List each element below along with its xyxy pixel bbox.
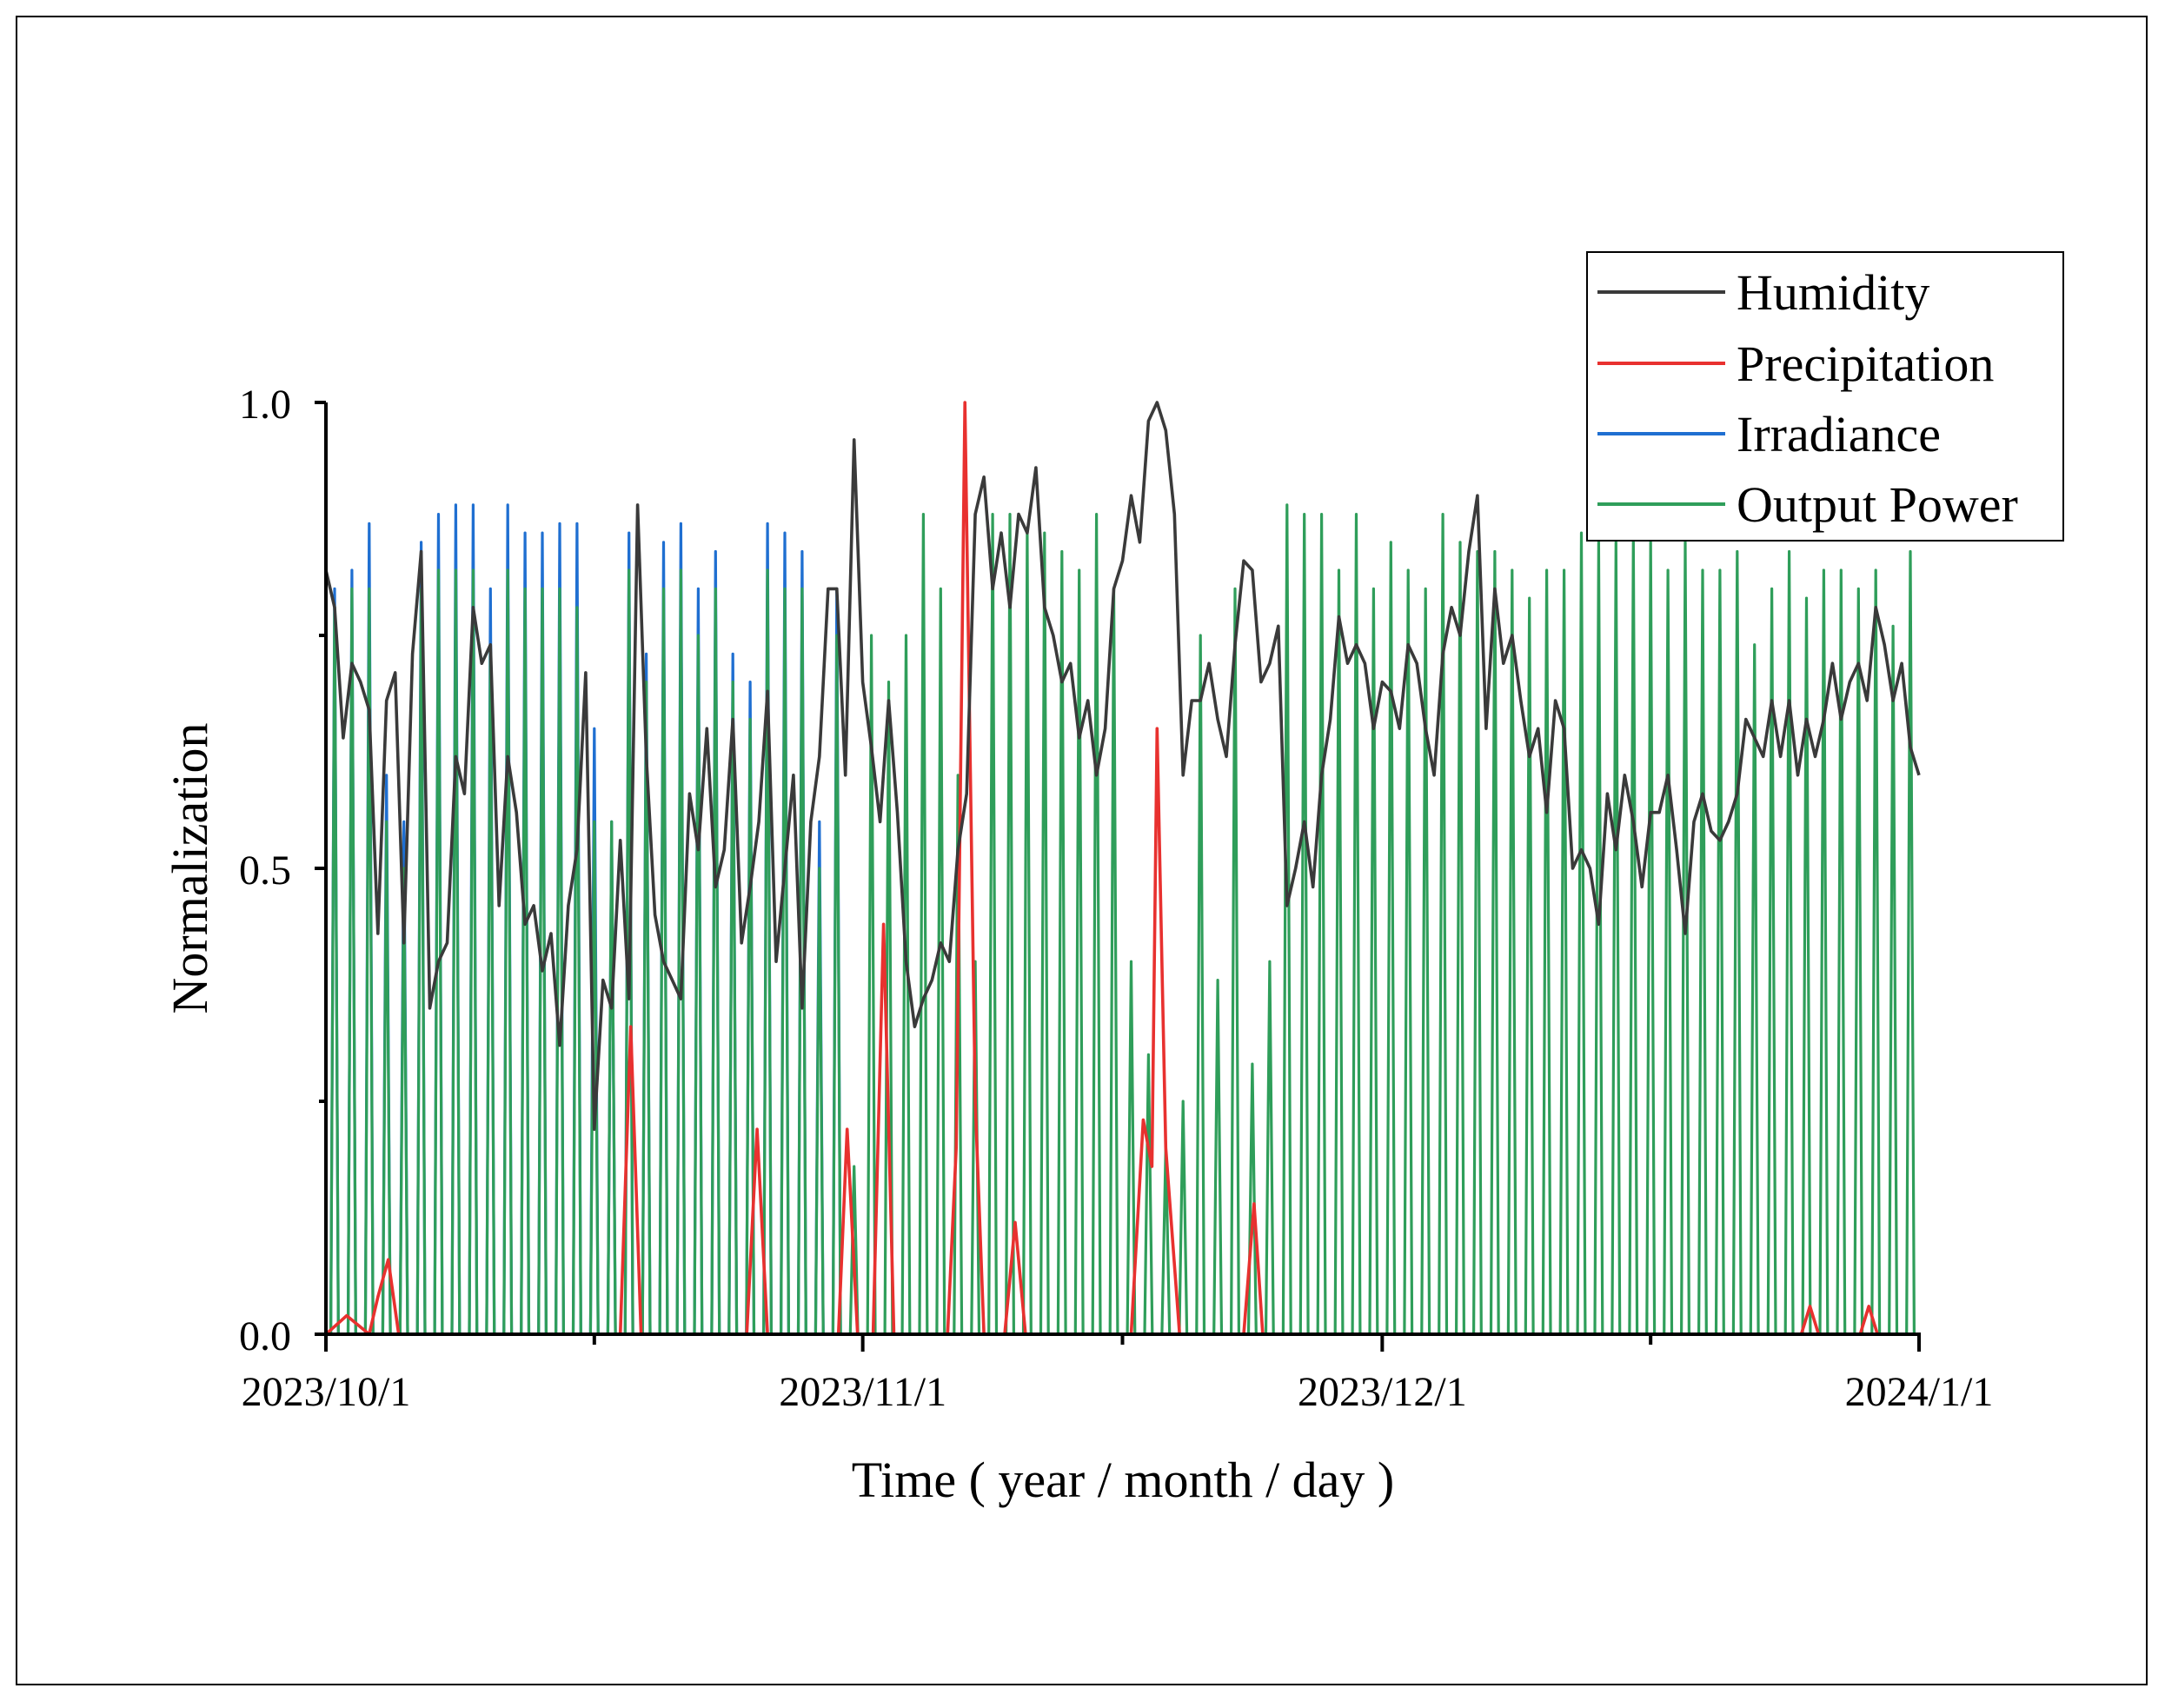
y-tick-label: 0.0	[239, 1313, 291, 1359]
y-tick-label: 1.0	[239, 382, 291, 428]
ticks-layer: 0.0 0.5 1.0 2023/10/1 2023/11/1 2023/12/1 2024…	[239, 382, 1993, 1415]
y-axis-label: Normalization	[162, 722, 218, 1014]
x-axis-label: Time ( year / month / day )	[852, 1452, 1395, 1508]
legend-label-humidity: Humidity	[1737, 264, 1929, 321]
legend-label-irradiance: Irradiance	[1737, 406, 1941, 462]
figure-border	[16, 16, 2148, 1685]
legend-label-precipitation: Precipitation	[1737, 336, 1994, 392]
legend-label-output-power: Output Power	[1737, 476, 2018, 533]
y-tick-label: 0.5	[239, 847, 291, 894]
x-tick-label: 2024/1/1	[1845, 1369, 1994, 1415]
series-line-humidity	[324, 401, 1921, 1131]
x-tick-label: 2023/11/1	[779, 1369, 946, 1415]
x-tick-label: 2023/12/1	[1298, 1369, 1467, 1415]
legend: Humidity Precipitation Irradiance Output…	[1586, 251, 2064, 542]
x-tick-label: 2023/10/1	[242, 1369, 411, 1415]
legend-box	[1586, 251, 2064, 542]
